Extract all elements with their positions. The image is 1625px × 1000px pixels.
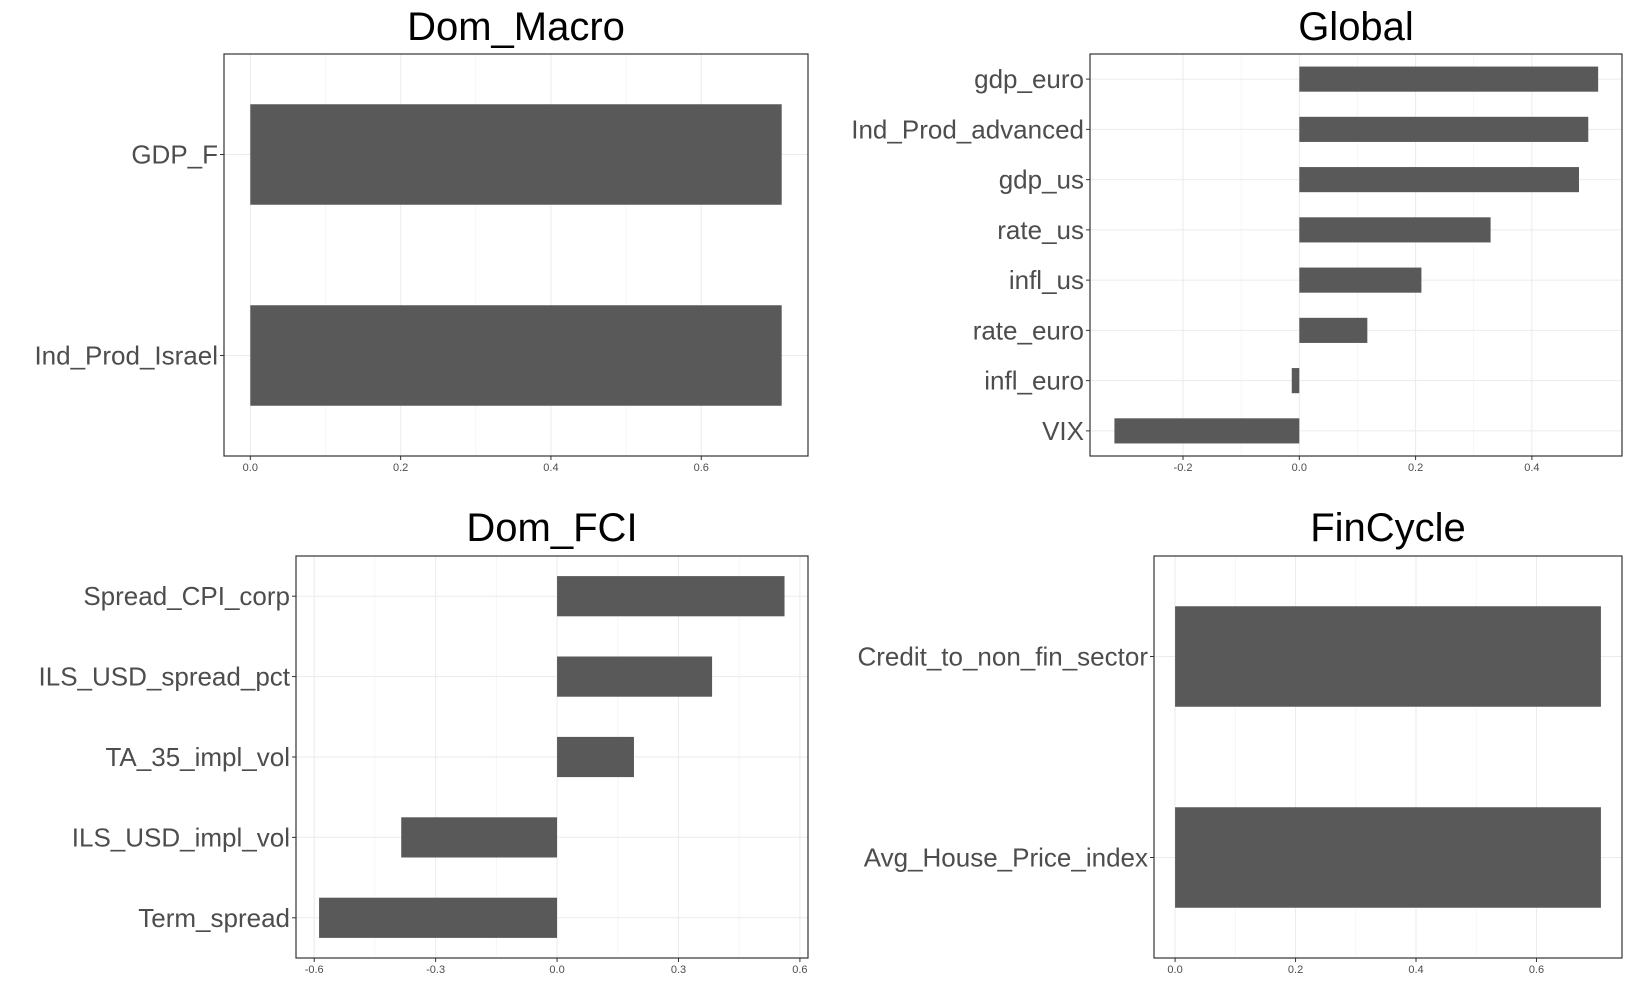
- bar-rate-us: [1299, 217, 1491, 243]
- bar-infl-us: [1299, 267, 1422, 293]
- panel-border: [1153, 555, 1623, 959]
- x-tick-label: 0.6: [792, 964, 807, 976]
- bar-avg-house-price-index: [1175, 807, 1601, 908]
- category-label-credit-to-non-fin-sector: Credit_to_non_fin_sector: [857, 642, 1148, 672]
- x-tick-label: 0.6: [1529, 964, 1544, 976]
- x-tick-label: 0.0: [243, 462, 258, 474]
- bar-gdp-euro: [1299, 66, 1599, 92]
- x-tick-label: 0.4: [1408, 964, 1423, 976]
- category-label-vix: VIX: [1042, 416, 1084, 446]
- chart-title: FinCycle: [1310, 506, 1466, 550]
- x-tick-label: 0.0: [1167, 964, 1182, 976]
- bar-term-spread: [319, 897, 558, 938]
- bar-ind-prod-advanced: [1299, 116, 1589, 142]
- x-tick-label: 0.2: [393, 462, 408, 474]
- chart-title: Dom_FCI: [466, 506, 637, 550]
- bar-spread-cpi-corp: [557, 576, 785, 617]
- panel-border: [1089, 53, 1623, 457]
- panel-fincycle: Credit_to_non_fin_sector Avg_House_Price_…: [857, 506, 1623, 976]
- category-label-ind-prod-israel: Ind_Prod_Israel: [34, 341, 218, 371]
- category-label-ils-usd-spread-pct: ILS_USD_spread_pct: [39, 662, 291, 692]
- category-label-infl-euro: infl_euro: [984, 366, 1084, 396]
- x-tick-label: 0.3: [671, 964, 686, 976]
- bar-ta-35-impl-vol: [557, 736, 634, 778]
- category-label-rate-us: rate_us: [997, 215, 1084, 245]
- panel-dom-macro: GDP_F Ind_Prod_Israel 0.0 0.2 0.4 0.6 Dom_Macr…: [34, 5, 809, 474]
- category-label-ta-35-impl-vol: TA_35_impl_vol: [105, 742, 290, 772]
- chart-title: Dom_Macro: [407, 5, 625, 49]
- x-tick-label: 0.0: [1292, 462, 1307, 474]
- category-label-ind-prod-advanced: Ind_Prod_advanced: [851, 114, 1084, 144]
- x-tick-label: 0.2: [1288, 964, 1303, 976]
- x-tick-label: 0.6: [694, 462, 709, 474]
- x-tick-label: 0.2: [1408, 462, 1423, 474]
- x-tick-label: 0.4: [1524, 462, 1539, 474]
- category-label-spread-cpi-corp: Spread_CPI_corp: [83, 581, 290, 611]
- x-tick-label: -0.2: [1174, 462, 1193, 474]
- bar-ind-prod-israel: [250, 305, 782, 406]
- bar-infl-euro: [1291, 368, 1300, 394]
- category-label-term-spread: Term_spread: [138, 903, 290, 933]
- bar-vix: [1114, 418, 1300, 444]
- category-label-ils-usd-impl-vol: ILS_USD_impl_vol: [72, 822, 290, 852]
- category-label-gdp-us: gdp_us: [999, 165, 1084, 195]
- bar-gdp-f: [250, 104, 782, 205]
- panel-border: [223, 53, 809, 457]
- bar-rate-euro: [1299, 317, 1368, 343]
- bar-ils-usd-impl-vol: [401, 817, 558, 858]
- x-tick-label: -0.3: [426, 964, 445, 976]
- category-label-avg-house-price-index: Avg_House_Price_index: [864, 843, 1148, 873]
- panel-global: gdp_euro Ind_Prod_advanced gdp_us rate_usin…: [851, 5, 1623, 474]
- bar-gdp-us: [1299, 167, 1579, 193]
- panel-dom-fci: Spread_CPI_corp ILS_USD_spread_pct TA_35_i…: [39, 506, 809, 976]
- category-label-gdp-euro: gdp_euro: [974, 64, 1084, 94]
- chart-title: Global: [1298, 5, 1414, 49]
- x-tick-label: 0.0: [549, 964, 564, 976]
- x-tick-label: -0.6: [305, 964, 324, 976]
- category-label-gdp-f: GDP_F: [131, 140, 218, 170]
- bar-ils-usd-spread-pct: [557, 656, 713, 697]
- bar-credit-to-non-fin-sector: [1175, 606, 1601, 707]
- category-label-rate-euro: rate_euro: [973, 315, 1084, 345]
- x-tick-label: 0.4: [543, 462, 558, 474]
- category-label-infl-us: infl_us: [1009, 265, 1084, 295]
